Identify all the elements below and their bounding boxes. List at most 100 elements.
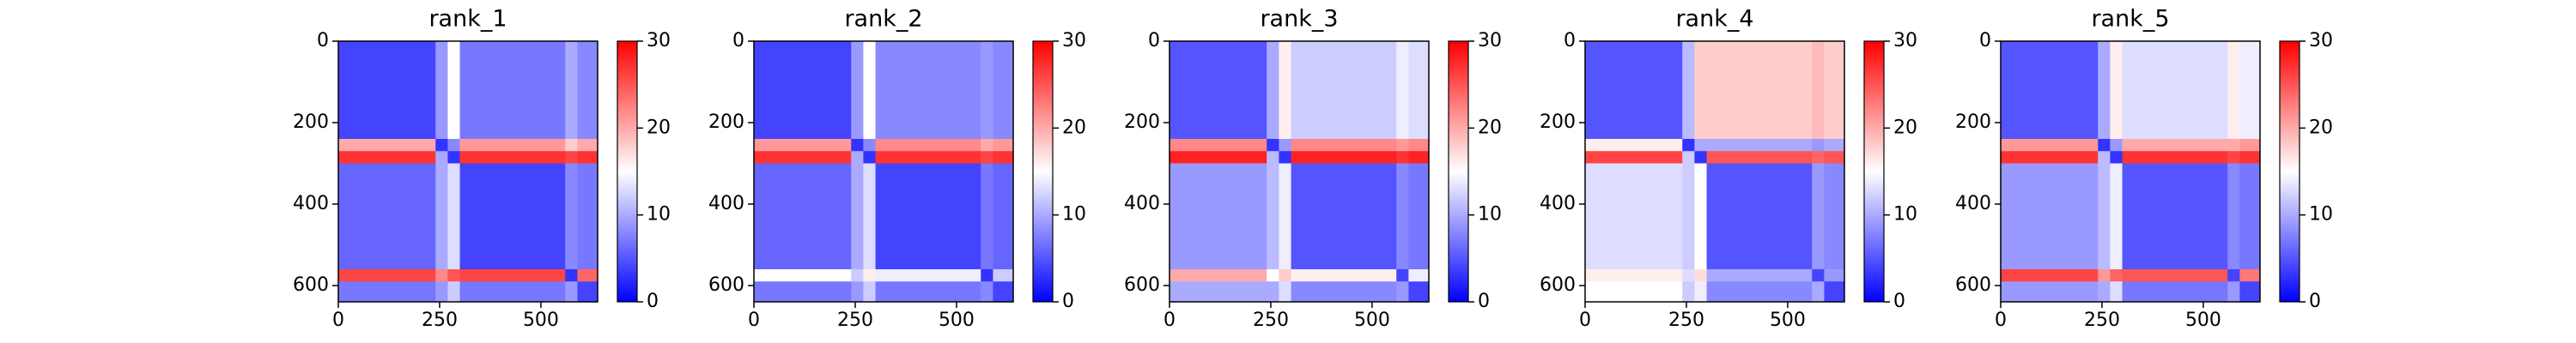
heatmap-cell xyxy=(2098,139,2111,152)
heatmap-cell xyxy=(1170,163,1267,270)
panel-title: rank_2 xyxy=(844,6,922,33)
x-tick-label: 250 xyxy=(1253,310,1289,331)
heatmap-cell xyxy=(1812,163,1825,270)
heatmap-cell xyxy=(754,139,852,152)
heatmap-cell xyxy=(1170,269,1267,282)
heatmap-cell xyxy=(2122,269,2228,282)
heatmap-cell xyxy=(447,151,461,164)
heatmap-cell xyxy=(993,151,1014,164)
colorbar-tick-label: 20 xyxy=(1893,117,1917,138)
heatmap-cell xyxy=(435,41,448,140)
heatmap-cell xyxy=(565,281,578,303)
heatmap-cell xyxy=(1396,151,1409,164)
heatmap-cell xyxy=(1682,151,1695,164)
x-tick-label: 0 xyxy=(1579,310,1591,331)
heatmap-cell xyxy=(1291,151,1397,164)
heatmap-cell xyxy=(1694,269,1708,282)
heatmap-cell xyxy=(1706,163,1813,270)
heatmap-cell xyxy=(1408,41,1430,140)
heatmap-cell xyxy=(1812,41,1825,140)
heatmap-cell xyxy=(1170,281,1267,303)
y-tick-label: 0 xyxy=(317,30,329,51)
heatmap-cell xyxy=(981,163,993,270)
heatmap-cell xyxy=(2227,151,2240,164)
colorbar-tick-label: 20 xyxy=(1062,117,1086,138)
heatmap-cell xyxy=(2001,269,2099,282)
heatmap-cell xyxy=(1682,41,1695,140)
y-tick-label: 0 xyxy=(732,30,744,51)
heatmap-cell xyxy=(875,139,981,152)
y-tick-label: 400 xyxy=(1540,193,1576,214)
colorbar-tick-label: 0 xyxy=(1893,291,1905,312)
heatmap-cell xyxy=(2239,139,2261,152)
heatmap-cell xyxy=(981,269,993,282)
heatmap-cell xyxy=(459,41,566,140)
heatmap-cell xyxy=(1812,269,1825,282)
heatmap-cell xyxy=(863,281,877,303)
y-tick-label: 200 xyxy=(1540,111,1576,133)
heatmap-cell xyxy=(2227,269,2240,282)
heatmap-cell xyxy=(2122,163,2228,270)
heatmap-cell xyxy=(577,151,598,164)
heatmap-cell xyxy=(1706,281,1813,303)
heatmap-cell xyxy=(993,163,1014,270)
y-tick-label: 600 xyxy=(1955,274,1991,296)
x-tick-label: 500 xyxy=(939,310,975,331)
heatmap-cell xyxy=(1682,281,1695,303)
colorbar-tick-label: 30 xyxy=(1893,30,1917,51)
panel-title: rank_5 xyxy=(2091,6,2169,33)
heatmap-cell xyxy=(1396,41,1409,140)
heatmap-cell xyxy=(1291,139,1397,152)
heatmap-cell xyxy=(1267,41,1279,140)
heatmap-cell xyxy=(2122,281,2228,303)
y-tick-label: 600 xyxy=(1540,274,1576,296)
heatmap-cell xyxy=(338,163,436,270)
heatmap-cell xyxy=(1279,269,1292,282)
heatmap-cell xyxy=(2098,163,2111,270)
heatmap-cell xyxy=(447,281,461,303)
y-tick-label: 0 xyxy=(1564,30,1576,51)
heatmap-cell xyxy=(863,41,877,140)
heatmap-cell xyxy=(993,269,1014,282)
heatmap-cell xyxy=(2227,139,2240,152)
heatmap-cell xyxy=(577,163,598,270)
heatmap-cell xyxy=(2122,151,2228,164)
heatmap-cell xyxy=(459,163,566,270)
heatmap-cell xyxy=(447,269,461,282)
heatmap-cell xyxy=(1682,269,1695,282)
panel-title: rank_4 xyxy=(1675,6,1753,33)
y-tick-label: 0 xyxy=(1979,30,1991,51)
heatmap-cell xyxy=(2110,41,2123,140)
heatmap-cell xyxy=(1279,41,1292,140)
x-tick-label: 250 xyxy=(2084,310,2120,331)
heatmap-cell xyxy=(577,139,598,152)
y-tick-label: 400 xyxy=(1124,193,1160,214)
heatmap-cell xyxy=(1694,163,1708,270)
x-tick-label: 250 xyxy=(1668,310,1704,331)
heatmap-cell xyxy=(1585,163,1683,270)
heatmap-cell xyxy=(447,41,461,140)
heatmap-cell xyxy=(338,41,436,140)
heatmap-cell xyxy=(863,163,877,270)
heatmap-cell xyxy=(2122,41,2228,140)
heatmap-cell xyxy=(2227,281,2240,303)
y-tick-label: 600 xyxy=(293,274,329,296)
heatmap-cell xyxy=(754,269,852,282)
heatmap-cell xyxy=(2098,269,2111,282)
heatmap-cell xyxy=(577,269,598,282)
heatmap-cell xyxy=(2239,163,2261,270)
y-tick-label: 200 xyxy=(1955,111,1991,133)
heatmap-cell xyxy=(1585,41,1683,140)
heatmap-cell xyxy=(2110,281,2123,303)
heatmap-cell xyxy=(2001,163,2099,270)
heatmap-cell xyxy=(2001,281,2099,303)
heatmap-cell xyxy=(338,139,436,152)
heatmap-cell xyxy=(1408,163,1430,270)
y-tick-label: 400 xyxy=(293,193,329,214)
heatmap-cell xyxy=(2098,151,2111,164)
heatmap-cell xyxy=(1824,281,1845,303)
heatmap-cell xyxy=(1267,281,1279,303)
colorbar xyxy=(1863,40,1885,303)
heatmap-cell xyxy=(754,41,852,140)
heatmap-cell xyxy=(459,151,566,164)
